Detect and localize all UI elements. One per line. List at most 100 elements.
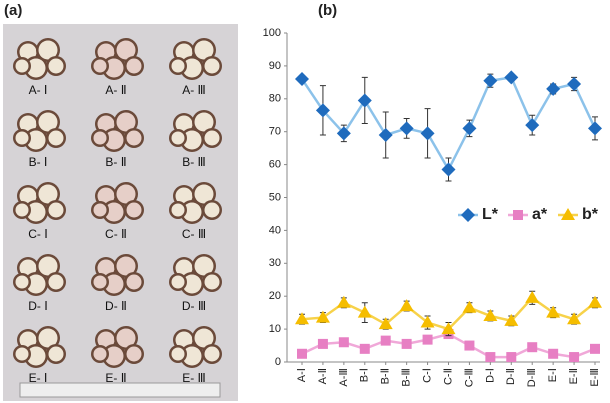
x-tick-label: C-Ⅲ — [463, 368, 475, 387]
wood-slice-face — [38, 184, 58, 204]
marker — [483, 308, 498, 321]
marker — [336, 126, 351, 141]
wood-slice-face — [104, 202, 124, 222]
wood-slice-face — [204, 130, 220, 146]
sample-label: A- Ⅲ — [182, 83, 206, 97]
wood-slice-face — [126, 346, 142, 362]
marker — [569, 352, 580, 363]
wood-slice-face — [182, 202, 202, 222]
sample-label: A- Ⅰ — [29, 83, 48, 97]
legend-marker — [513, 210, 523, 220]
legend-label: b* — [582, 206, 599, 223]
x-tick-label: E-Ⅲ — [589, 368, 601, 387]
wood-slice-face — [38, 328, 58, 348]
wood-slice-face — [48, 58, 64, 74]
wood-slice-face — [175, 115, 193, 133]
wood-slice-face — [182, 58, 202, 78]
marker — [422, 334, 433, 345]
wood-slice-face — [38, 256, 58, 276]
marker — [527, 342, 538, 353]
marker — [462, 121, 477, 136]
chart-title: (b) — [318, 2, 337, 19]
wood-slice-face — [171, 203, 185, 217]
marker — [485, 352, 496, 363]
marker — [525, 290, 540, 303]
x-tick-label: D-Ⅱ — [505, 368, 517, 385]
marker — [420, 126, 435, 141]
sample-label: E- Ⅰ — [29, 371, 48, 385]
wood-slice-face — [97, 115, 115, 133]
wood-slice-face — [26, 130, 46, 150]
wood-slice-face — [93, 275, 107, 289]
wood-slice-face — [19, 115, 37, 133]
marker — [462, 300, 477, 313]
photo: A- Ⅰ A- Ⅱ A- Ⅲ B- Ⅰ B- Ⅱ B- Ⅲ C- Ⅰ C- Ⅱ C- Ⅲ D- Ⅰ… — [13, 38, 222, 385]
wood-slice-face — [194, 112, 214, 132]
marker — [546, 81, 561, 96]
wood-slice-face — [194, 256, 214, 276]
sample-label: B- Ⅰ — [29, 155, 48, 169]
marker — [525, 118, 540, 133]
y-tick-label: 70 — [269, 126, 281, 138]
wood-slice-face — [104, 346, 124, 366]
wood-slice-face — [15, 275, 29, 289]
marker — [590, 343, 600, 354]
marker — [378, 317, 393, 330]
wood-slice-face — [116, 328, 136, 348]
marker — [567, 312, 582, 325]
y-tick-label: 40 — [269, 224, 281, 236]
wood-slice-face — [126, 130, 142, 146]
sample-label: D- Ⅲ — [182, 299, 206, 313]
wood-slice-face — [19, 259, 37, 277]
marker — [548, 348, 559, 359]
x-tick-label: A-Ⅱ — [317, 368, 329, 384]
sample-label: D- Ⅱ — [105, 299, 127, 313]
wood-slice-face — [204, 346, 220, 362]
marker — [504, 313, 519, 326]
marker — [504, 70, 519, 85]
wood-slice-face — [15, 203, 29, 217]
wood-slice-face — [194, 184, 214, 204]
wood-slice-face — [194, 328, 214, 348]
x-tick-label: E-Ⅰ — [547, 368, 559, 382]
marker — [336, 295, 351, 308]
wood-slice-face — [48, 346, 64, 362]
marker — [297, 348, 307, 359]
legend-label: a* — [532, 206, 548, 223]
wood-slice-face — [26, 202, 46, 222]
marker — [359, 343, 370, 354]
wood-slice-face — [48, 202, 64, 218]
wood-slice-face — [194, 40, 214, 60]
marker — [295, 312, 309, 325]
y-tick-label: 100 — [263, 27, 281, 39]
marker — [401, 338, 412, 349]
wood-slice-face — [93, 131, 107, 145]
wood-slice-face — [26, 274, 46, 294]
y-tick-label: 0 — [275, 356, 281, 368]
sample-label: A- Ⅱ — [105, 83, 126, 97]
wood-slice-face — [97, 259, 115, 277]
marker — [357, 93, 372, 108]
chart: 0 10 20 30 40 50 60 70 80 90 100 A-Ⅰ A-Ⅱ A-Ⅲ B-Ⅰ B-Ⅱ B-Ⅲ… — [263, 27, 602, 387]
wood-slice-face — [182, 346, 202, 366]
marker — [338, 337, 349, 348]
x-tick-label: E-Ⅱ — [568, 368, 580, 384]
wood-slice-face — [182, 130, 202, 150]
wood-slice-face — [97, 331, 115, 349]
wood-slice-face — [126, 202, 142, 218]
marker — [546, 305, 561, 318]
marker — [317, 338, 328, 349]
wood-slice-face — [126, 274, 142, 290]
x-tick-label: B-Ⅰ — [359, 368, 371, 382]
panel-label: (a) — [4, 2, 22, 19]
wood-slice-face — [15, 131, 29, 145]
wood-slice-face — [171, 131, 185, 145]
wood-slice-face — [15, 347, 29, 361]
sample-label: B- Ⅲ — [182, 155, 206, 169]
wood-slice-face — [93, 203, 107, 217]
marker — [357, 305, 372, 318]
y-tick-label: 80 — [269, 93, 281, 105]
legend-marker — [461, 208, 475, 222]
marker — [567, 76, 582, 91]
